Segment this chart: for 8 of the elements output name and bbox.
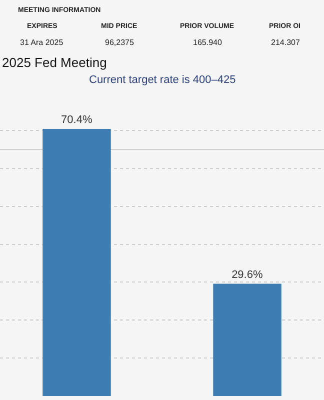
data-label: 70.4%	[61, 114, 92, 126]
text: 165.940	[193, 38, 222, 47]
chart-title: 2025 Fed Meeting	[2, 55, 107, 70]
chart-subtitle: Current target rate is 400–425	[89, 74, 236, 86]
text: 31 Ara 2025	[20, 38, 64, 47]
text: 214.307	[271, 38, 300, 47]
text: 96,2375	[105, 38, 134, 47]
data-label: 29.6%	[232, 268, 263, 281]
